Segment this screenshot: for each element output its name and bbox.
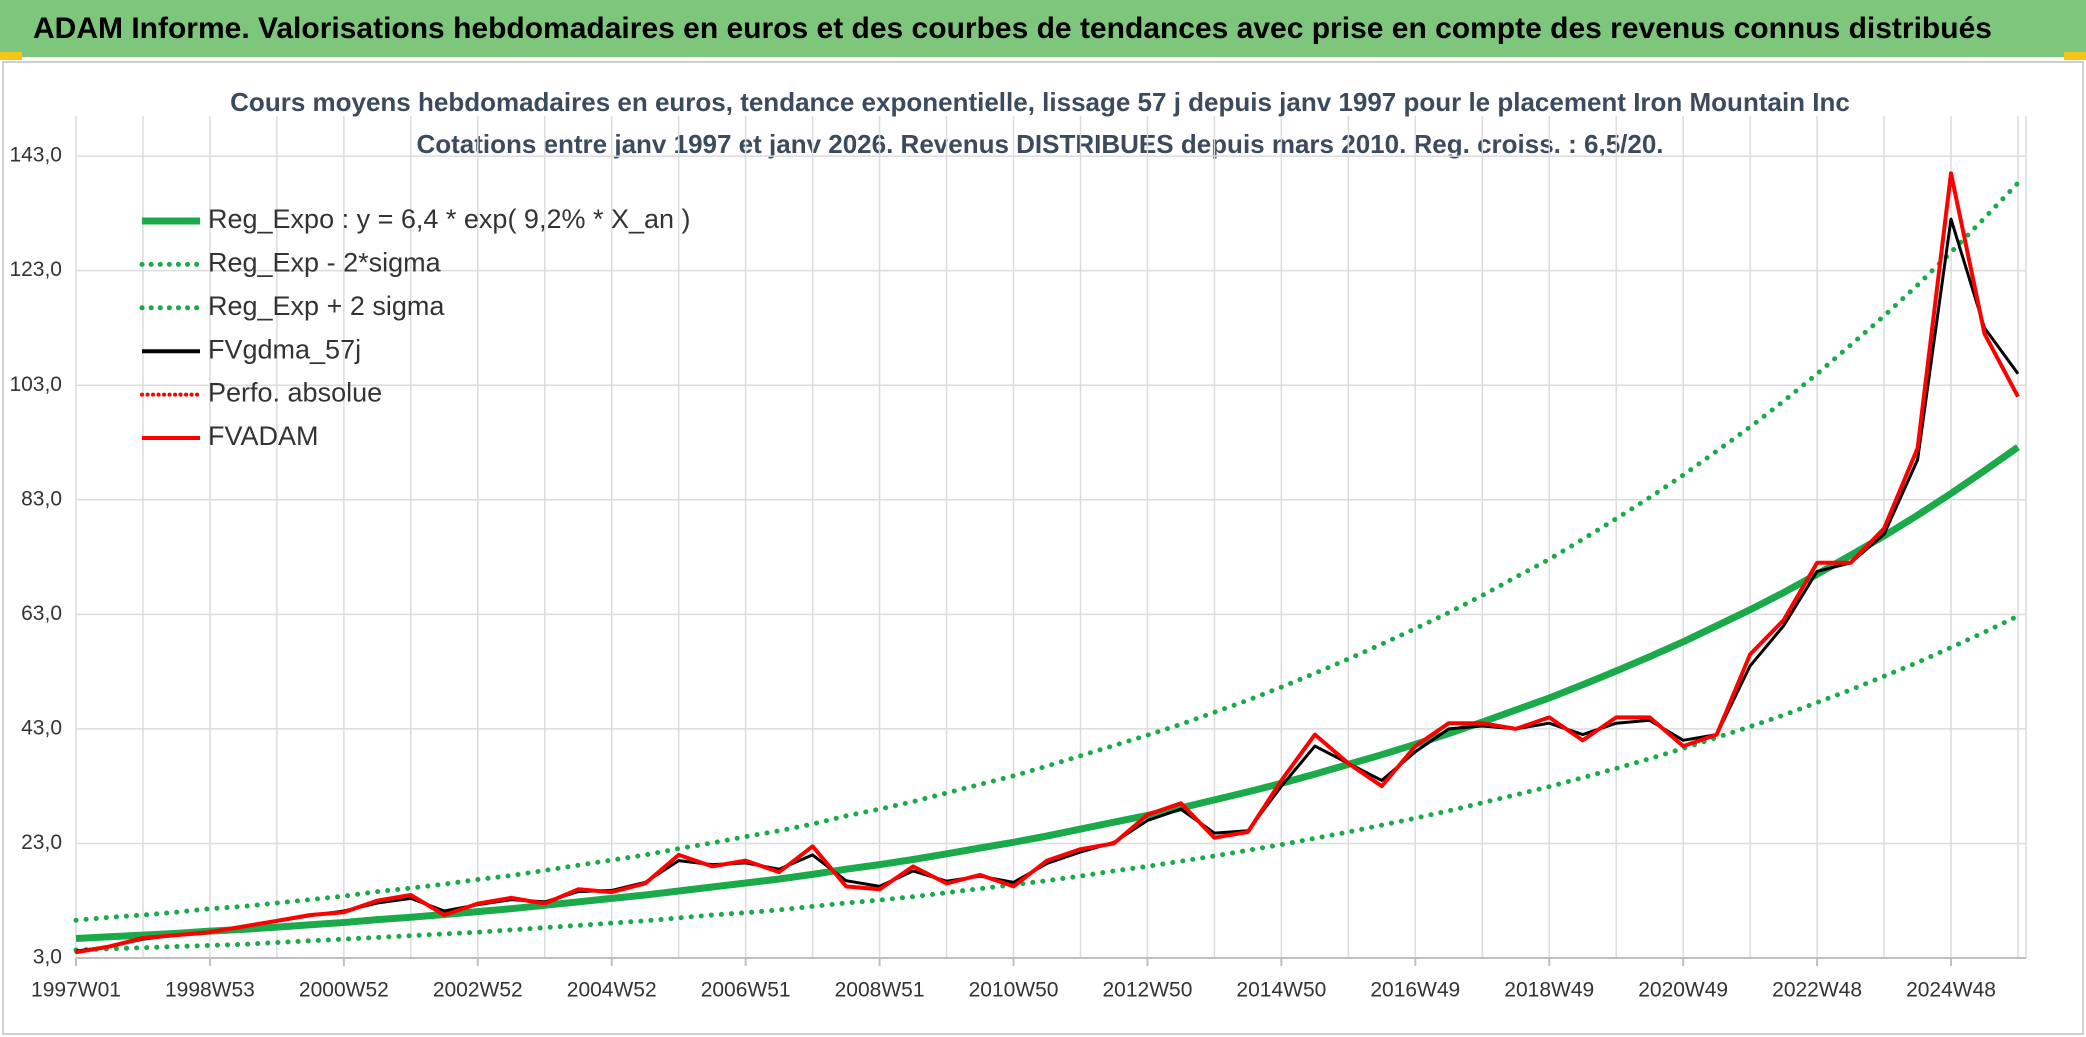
x-tick-label: 1998W53 — [165, 979, 255, 1002]
legend-label: Reg_Exp - 2*sigma — [208, 248, 442, 278]
series-line — [75, 171, 2020, 955]
legend-label: FVADAM — [208, 421, 319, 451]
y-tick-label: 63,0 — [21, 602, 62, 625]
x-tick-label: 2012W50 — [1102, 979, 1192, 1002]
x-tick-label: 2016W49 — [1370, 979, 1460, 1002]
x-tick-label: 2022W48 — [1772, 979, 1862, 1002]
series-line — [75, 217, 2020, 953]
corner-mark — [0, 52, 22, 60]
y-tick-label: 143,0 — [9, 144, 62, 167]
x-tick-label: 2024W48 — [1906, 979, 1996, 1002]
y-tick-label: 23,0 — [21, 831, 62, 854]
corner-mark — [2064, 52, 2086, 60]
legend-label: Reg_Exp + 2 sigma — [208, 291, 445, 321]
x-tick-label: 2004W52 — [567, 979, 657, 1002]
x-tick-label: 1997W01 — [31, 979, 121, 1002]
y-tick-label: 3,0 — [33, 946, 62, 969]
series-line — [73, 180, 2021, 923]
legend-label: Perfo. absolue — [208, 378, 382, 408]
x-tick-label: 2006W51 — [701, 979, 791, 1002]
y-tick-label: 123,0 — [9, 258, 62, 281]
x-tick-label: 2018W49 — [1504, 979, 1594, 1002]
y-tick-label: 43,0 — [21, 716, 62, 739]
plot-frame — [2, 61, 2084, 1035]
y-tick-label: 83,0 — [21, 487, 62, 510]
chart-title: Cours moyens hebdomadaires en euros, ten… — [230, 87, 1850, 117]
x-tick-label: 2008W51 — [835, 979, 925, 1002]
series-line — [73, 613, 2021, 953]
legend-label: FVgdma_57j — [208, 334, 361, 364]
x-tick-label: 2000W52 — [299, 979, 389, 1002]
x-tick-label: 2014W50 — [1236, 979, 1326, 1002]
chart-subtitle: Cotations entre janv 1997 et janv 2026. … — [416, 129, 1663, 159]
series-line — [75, 444, 2021, 942]
x-tick-label: 2002W52 — [433, 979, 523, 1002]
header-title: ADAM Informe. Valorisations hebdomadaire… — [33, 12, 1992, 45]
legend-label: Reg_Expo : y = 6,4 * exp( 9,2% * X_an ) — [208, 204, 691, 234]
x-tick-label: 2010W50 — [969, 979, 1059, 1002]
y-tick-label: 103,0 — [9, 373, 62, 396]
x-tick-label: 2020W49 — [1638, 979, 1728, 1002]
header-band — [0, 0, 2086, 57]
